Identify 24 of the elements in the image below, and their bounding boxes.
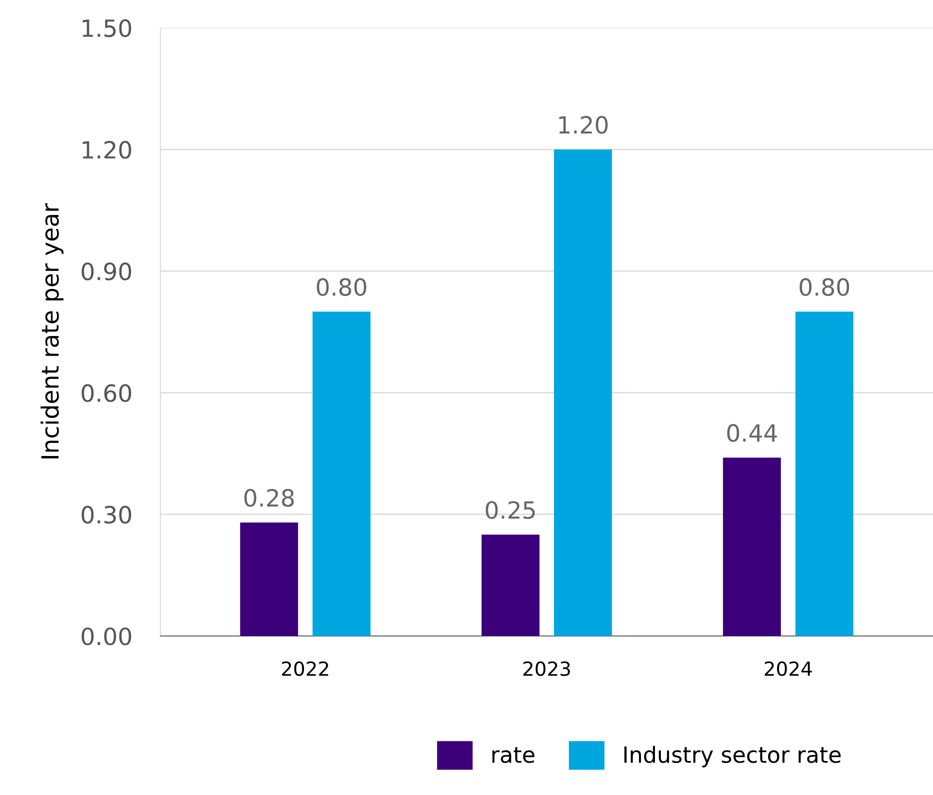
data-label: 0.25 bbox=[486, 501, 535, 519]
x-tick-label: 2023 bbox=[523, 661, 570, 676]
y-tick-label: 1.20 bbox=[82, 140, 132, 159]
x-tick-label: 2024 bbox=[764, 661, 812, 676]
legend-label: rate bbox=[492, 747, 534, 764]
bar bbox=[795, 312, 854, 636]
y-tick-label: 0.60 bbox=[82, 384, 132, 402]
data-label: 0.28 bbox=[244, 488, 294, 507]
data-label: 0.80 bbox=[800, 278, 850, 296]
y-tick-label: 0.30 bbox=[82, 506, 132, 524]
x-tick-label: 2022 bbox=[282, 661, 328, 676]
bar bbox=[554, 149, 612, 636]
y-tick-label: 0.90 bbox=[82, 262, 132, 280]
y-tick-label: 1.50 bbox=[82, 19, 132, 38]
y-axis-title: Incident rate per year bbox=[40, 203, 64, 458]
bar bbox=[482, 534, 540, 636]
bar bbox=[312, 312, 371, 636]
legend-label: Industry sector rate bbox=[624, 746, 841, 768]
bar bbox=[240, 522, 298, 636]
y-tick-label: 0.00 bbox=[82, 627, 132, 646]
data-label: 0.80 bbox=[316, 278, 366, 296]
data-label: 1.20 bbox=[559, 116, 608, 134]
data-label: 0.44 bbox=[727, 424, 777, 442]
bar bbox=[722, 458, 781, 636]
